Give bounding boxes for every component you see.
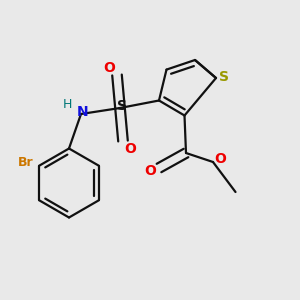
Text: O: O <box>214 152 226 166</box>
Text: N: N <box>77 105 88 118</box>
Text: S: S <box>116 100 127 113</box>
Text: Br: Br <box>18 156 33 169</box>
Text: O: O <box>145 164 157 178</box>
Text: S: S <box>219 70 230 84</box>
Text: O: O <box>124 142 136 156</box>
Text: H: H <box>63 98 72 112</box>
Text: O: O <box>103 61 116 74</box>
